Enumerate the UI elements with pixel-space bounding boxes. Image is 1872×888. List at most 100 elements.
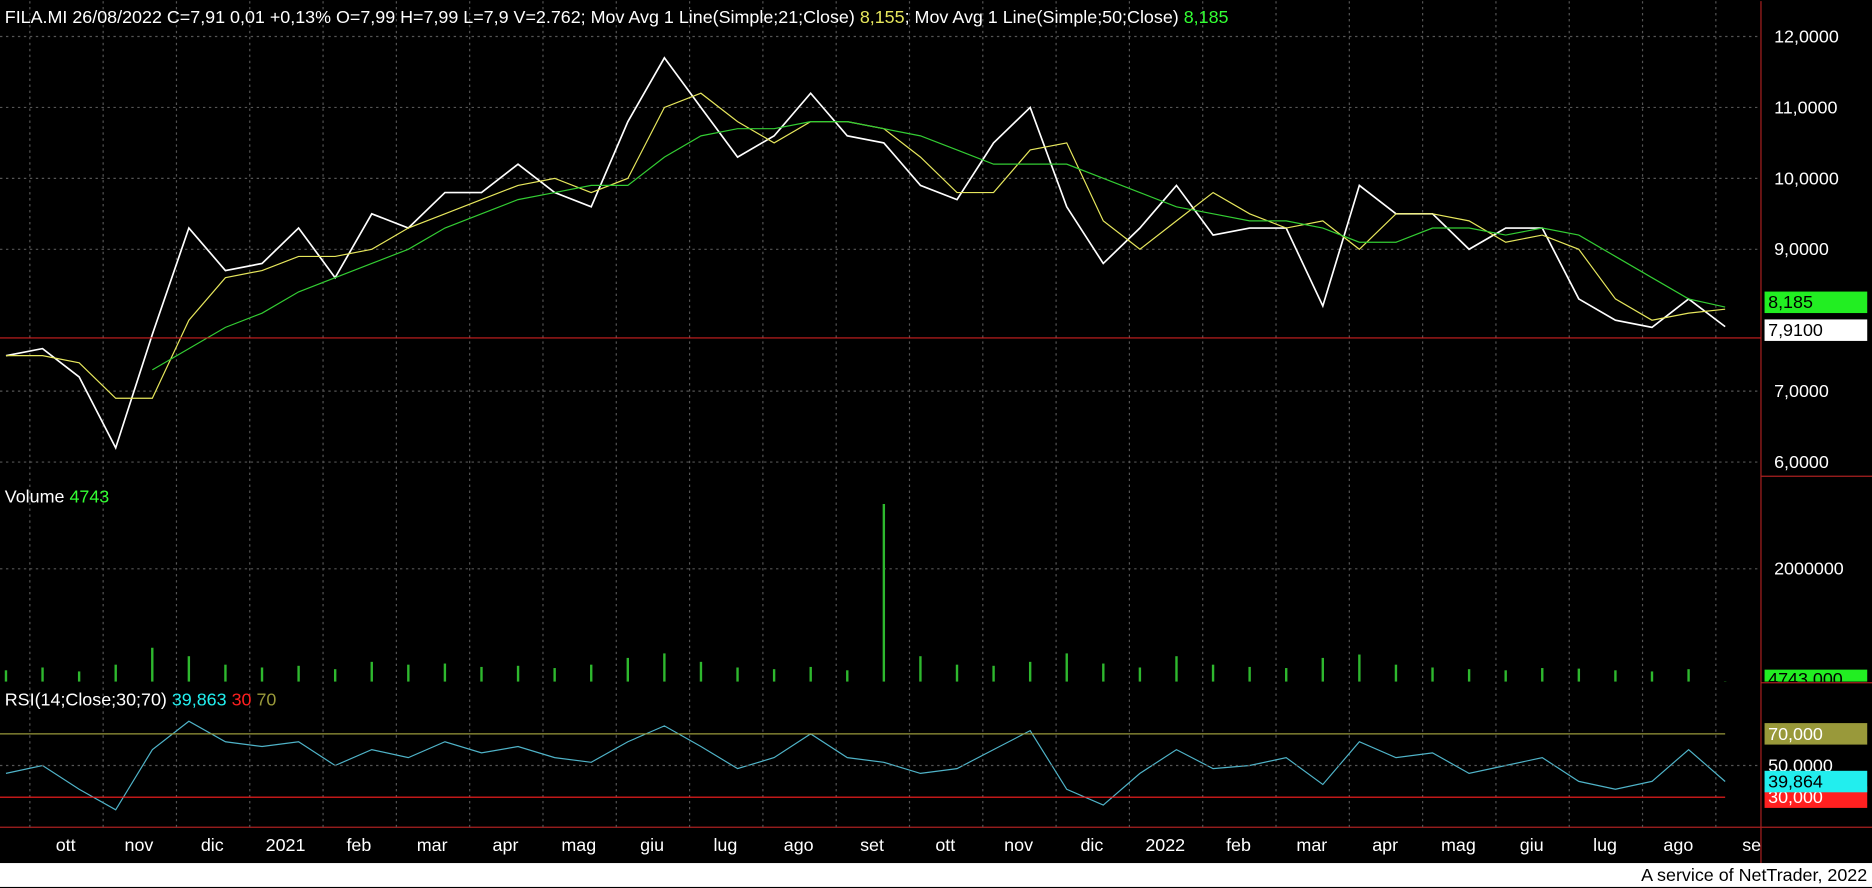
volume-bar xyxy=(114,664,117,682)
volume-bar xyxy=(1175,656,1178,682)
volume-bar xyxy=(1467,669,1471,682)
volume-bar xyxy=(1028,661,1032,682)
volume-bar xyxy=(1321,657,1324,682)
y-tick-label: 6,0000 xyxy=(1774,452,1829,472)
plot xyxy=(0,1,1761,828)
volume-bar xyxy=(41,667,44,682)
volume-bar xyxy=(846,670,849,682)
volume-bar xyxy=(77,671,81,682)
x-tick-label: 2022 xyxy=(1145,835,1185,855)
volume-bar xyxy=(1541,668,1544,682)
volume-bar xyxy=(1211,664,1215,682)
volume-bar xyxy=(663,653,666,682)
y-tick-label: 2000000 xyxy=(1774,559,1844,579)
rsi-last-box xyxy=(1764,770,1868,793)
volume-bar xyxy=(626,657,629,682)
x-tick-label: apr xyxy=(1372,835,1398,855)
price-last-value-box xyxy=(1764,319,1868,341)
volume-bar xyxy=(1138,667,1142,682)
y-tick-label: 9,0000 xyxy=(1774,239,1829,259)
y-tick-box xyxy=(1764,723,1868,745)
volume-bar xyxy=(1431,667,1434,682)
x-tick-label: dic xyxy=(201,835,224,855)
x-tick-label: apr xyxy=(493,835,519,855)
x-tick-label: nov xyxy=(125,835,154,855)
header-part: Mov Avg 1 Line(Simple;21;Close) xyxy=(591,7,855,27)
ma-last-value-box xyxy=(1764,291,1868,314)
header-part: Mov Avg 1 Line(Simple;50;Close) xyxy=(915,7,1179,27)
header-part: RSI(14;Close;30;70) xyxy=(5,689,167,709)
footer-bar xyxy=(0,863,1872,887)
volume-bar xyxy=(1577,668,1581,682)
y-tick-label: 50,0000 xyxy=(1768,755,1833,775)
volume-bar xyxy=(187,656,191,682)
header-part: Volume xyxy=(5,486,65,506)
x-tick-label: feb xyxy=(1226,835,1251,855)
volume-bar xyxy=(1248,666,1251,682)
volume-last-box xyxy=(1764,669,1868,682)
volume-bar xyxy=(151,647,154,682)
header-part: 8,155 xyxy=(860,7,905,27)
volume-bar xyxy=(955,664,959,682)
x-tick-label: 2021 xyxy=(266,835,306,855)
volume-bar xyxy=(443,663,447,682)
header-part: 30 xyxy=(232,689,252,709)
volume-bar xyxy=(553,668,556,682)
volume-bar xyxy=(590,664,593,682)
x-tick-label: mag xyxy=(561,835,596,855)
header-part: FILA.MI 26/08/2022 C=7,91 0,01 +0,13% O=… xyxy=(5,7,586,27)
volume-header: Volume 4743 xyxy=(5,486,110,506)
x-tick-label: feb xyxy=(346,835,371,855)
x-tick-label: lug xyxy=(1593,835,1617,855)
volume-bar xyxy=(4,670,8,682)
header-part: 70 xyxy=(256,689,276,709)
volume-bar xyxy=(1285,668,1288,682)
volume-bar xyxy=(370,661,373,682)
volume-bar xyxy=(480,666,483,682)
header-part: 8,185 xyxy=(1184,7,1229,27)
x-tick-label: mag xyxy=(1441,835,1476,855)
volume-bar xyxy=(1687,669,1690,682)
volume-bar xyxy=(919,656,922,682)
rsi-line xyxy=(5,720,1726,811)
volume-bar xyxy=(407,664,410,682)
volume-bar xyxy=(699,661,703,682)
volume-bar xyxy=(1394,664,1398,682)
header-part: 4743 xyxy=(69,486,109,506)
volume-last-value: 4743,000 xyxy=(1768,669,1843,689)
rsi-last-value: 39,864 xyxy=(1768,771,1823,791)
volume-bar xyxy=(297,665,300,682)
x-tick-label: ago xyxy=(1663,835,1693,855)
volume-bar xyxy=(260,667,264,682)
x-tick-label: ott xyxy=(935,835,955,855)
volume-bar xyxy=(1614,670,1617,682)
x-tick-label: mar xyxy=(417,835,448,855)
price-last-value: 7,9100 xyxy=(1768,320,1823,340)
volume-bar xyxy=(1065,653,1068,682)
y-tick-label: 7,0000 xyxy=(1774,381,1829,401)
header-part: 39,863 xyxy=(172,689,227,709)
volume-bar xyxy=(516,665,520,682)
volume-bar xyxy=(809,666,812,682)
x-tick-label: mar xyxy=(1296,835,1327,855)
footer: A service of NetTrader, 2022 xyxy=(1641,865,1867,885)
volume-bar xyxy=(1650,671,1654,682)
price-line xyxy=(5,56,1726,450)
moving-average xyxy=(152,121,1726,371)
x-tick-label: set xyxy=(860,835,884,855)
rsi-header: RSI(14;Close;30;70) 39,863 30 70 xyxy=(5,689,277,709)
volume-bar xyxy=(224,664,227,682)
y-tick-label: 70,000 xyxy=(1768,724,1823,744)
volume-bar xyxy=(882,503,886,682)
x-tick-label: lug xyxy=(713,835,737,855)
x-tick-label: giu xyxy=(640,835,664,855)
volume-bar xyxy=(772,669,776,682)
volume-bar xyxy=(1102,663,1105,682)
x-tick-label: ago xyxy=(784,835,814,855)
x-tick-label: se xyxy=(1742,835,1761,855)
volume-bar xyxy=(736,667,739,682)
y-tick-label: 10,0000 xyxy=(1774,168,1839,188)
x-tick-label: nov xyxy=(1004,835,1033,855)
volume-bar xyxy=(1504,670,1507,682)
